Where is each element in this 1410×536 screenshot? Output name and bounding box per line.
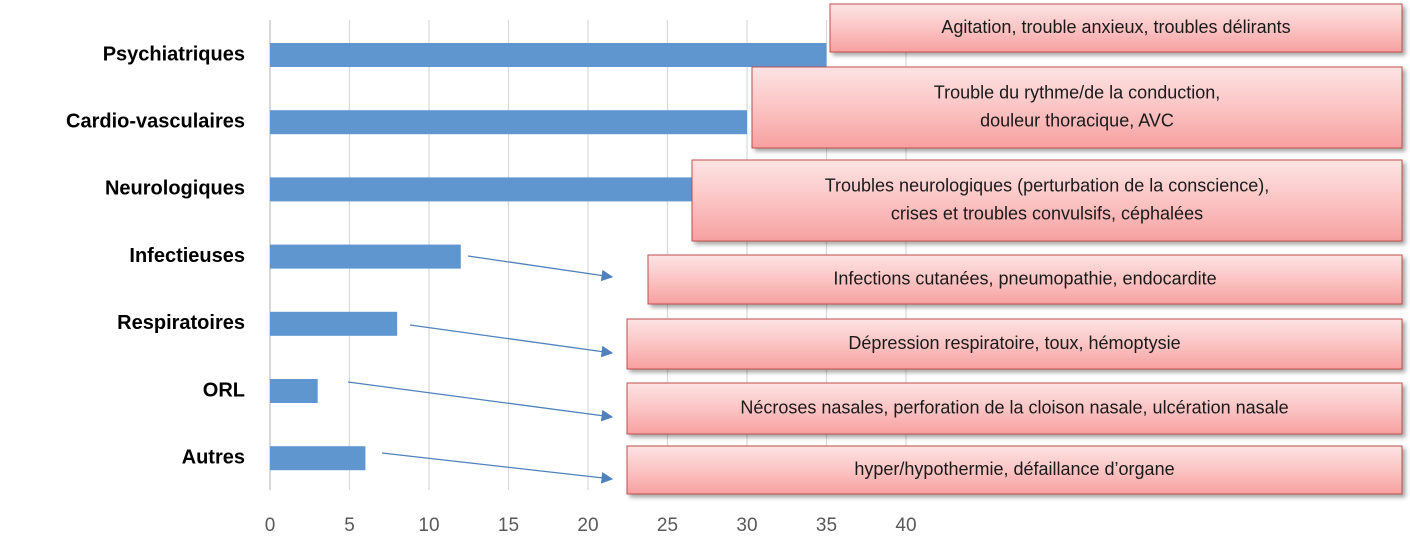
arrow <box>409 324 614 358</box>
category-label: Cardio-vasculaires <box>66 110 245 132</box>
x-tick-label: 0 <box>265 515 276 536</box>
x-tick-label: 20 <box>577 515 598 536</box>
x-tick-label: 40 <box>895 515 916 536</box>
annotation-text: Trouble du rythme/de la conduction, <box>934 82 1221 102</box>
category-label: Neurologiques <box>105 178 245 200</box>
x-tick-label: 10 <box>418 515 439 536</box>
arrow <box>347 381 614 422</box>
annotation-box <box>691 159 1403 242</box>
category-label: Respiratoires <box>117 312 245 334</box>
x-tick-label: 25 <box>657 515 678 536</box>
x-tick-label: 15 <box>498 515 519 536</box>
bar <box>270 43 827 67</box>
annotation-text: Nécroses nasales, perforation de la cloi… <box>740 397 1288 417</box>
annotation-text: Dépression respiratoire, toux, hémoptysi… <box>848 333 1180 353</box>
annotation-text: hyper/hypothermie, défaillance d’organe <box>854 459 1174 479</box>
annotation-text: douleur thoracique, AVC <box>980 110 1174 130</box>
bar <box>270 110 747 135</box>
category-label: Autres <box>182 446 245 468</box>
annotation-text: Agitation, trouble anxieux, troubles dél… <box>941 17 1290 37</box>
annotation-box <box>626 382 1403 435</box>
arrow <box>381 452 614 484</box>
annotation-text: Troubles neurologiques (perturbation de … <box>825 175 1270 195</box>
x-tick-label: 30 <box>736 515 757 536</box>
bar <box>270 177 716 202</box>
bar <box>270 311 398 336</box>
annotation-text: crises et troubles convulsifs, céphalées <box>891 203 1203 223</box>
annotation-box <box>751 66 1403 149</box>
x-tick-label: 5 <box>344 515 355 536</box>
x-tick-label: 35 <box>816 515 837 536</box>
category-label: ORL <box>203 379 245 401</box>
bar <box>270 446 366 471</box>
arrows <box>347 255 614 484</box>
arrow <box>467 255 614 282</box>
category-label: Infectieuses <box>129 245 245 267</box>
bar <box>270 244 461 269</box>
annotation-box <box>626 445 1403 495</box>
category-label: Psychiatriques <box>103 43 245 65</box>
bar <box>270 379 318 403</box>
annotation-box <box>829 3 1403 53</box>
annotation-box <box>647 254 1403 305</box>
annotation-text: Infections cutanées, pneumopathie, endoc… <box>833 268 1216 288</box>
annotation-box <box>626 318 1403 370</box>
